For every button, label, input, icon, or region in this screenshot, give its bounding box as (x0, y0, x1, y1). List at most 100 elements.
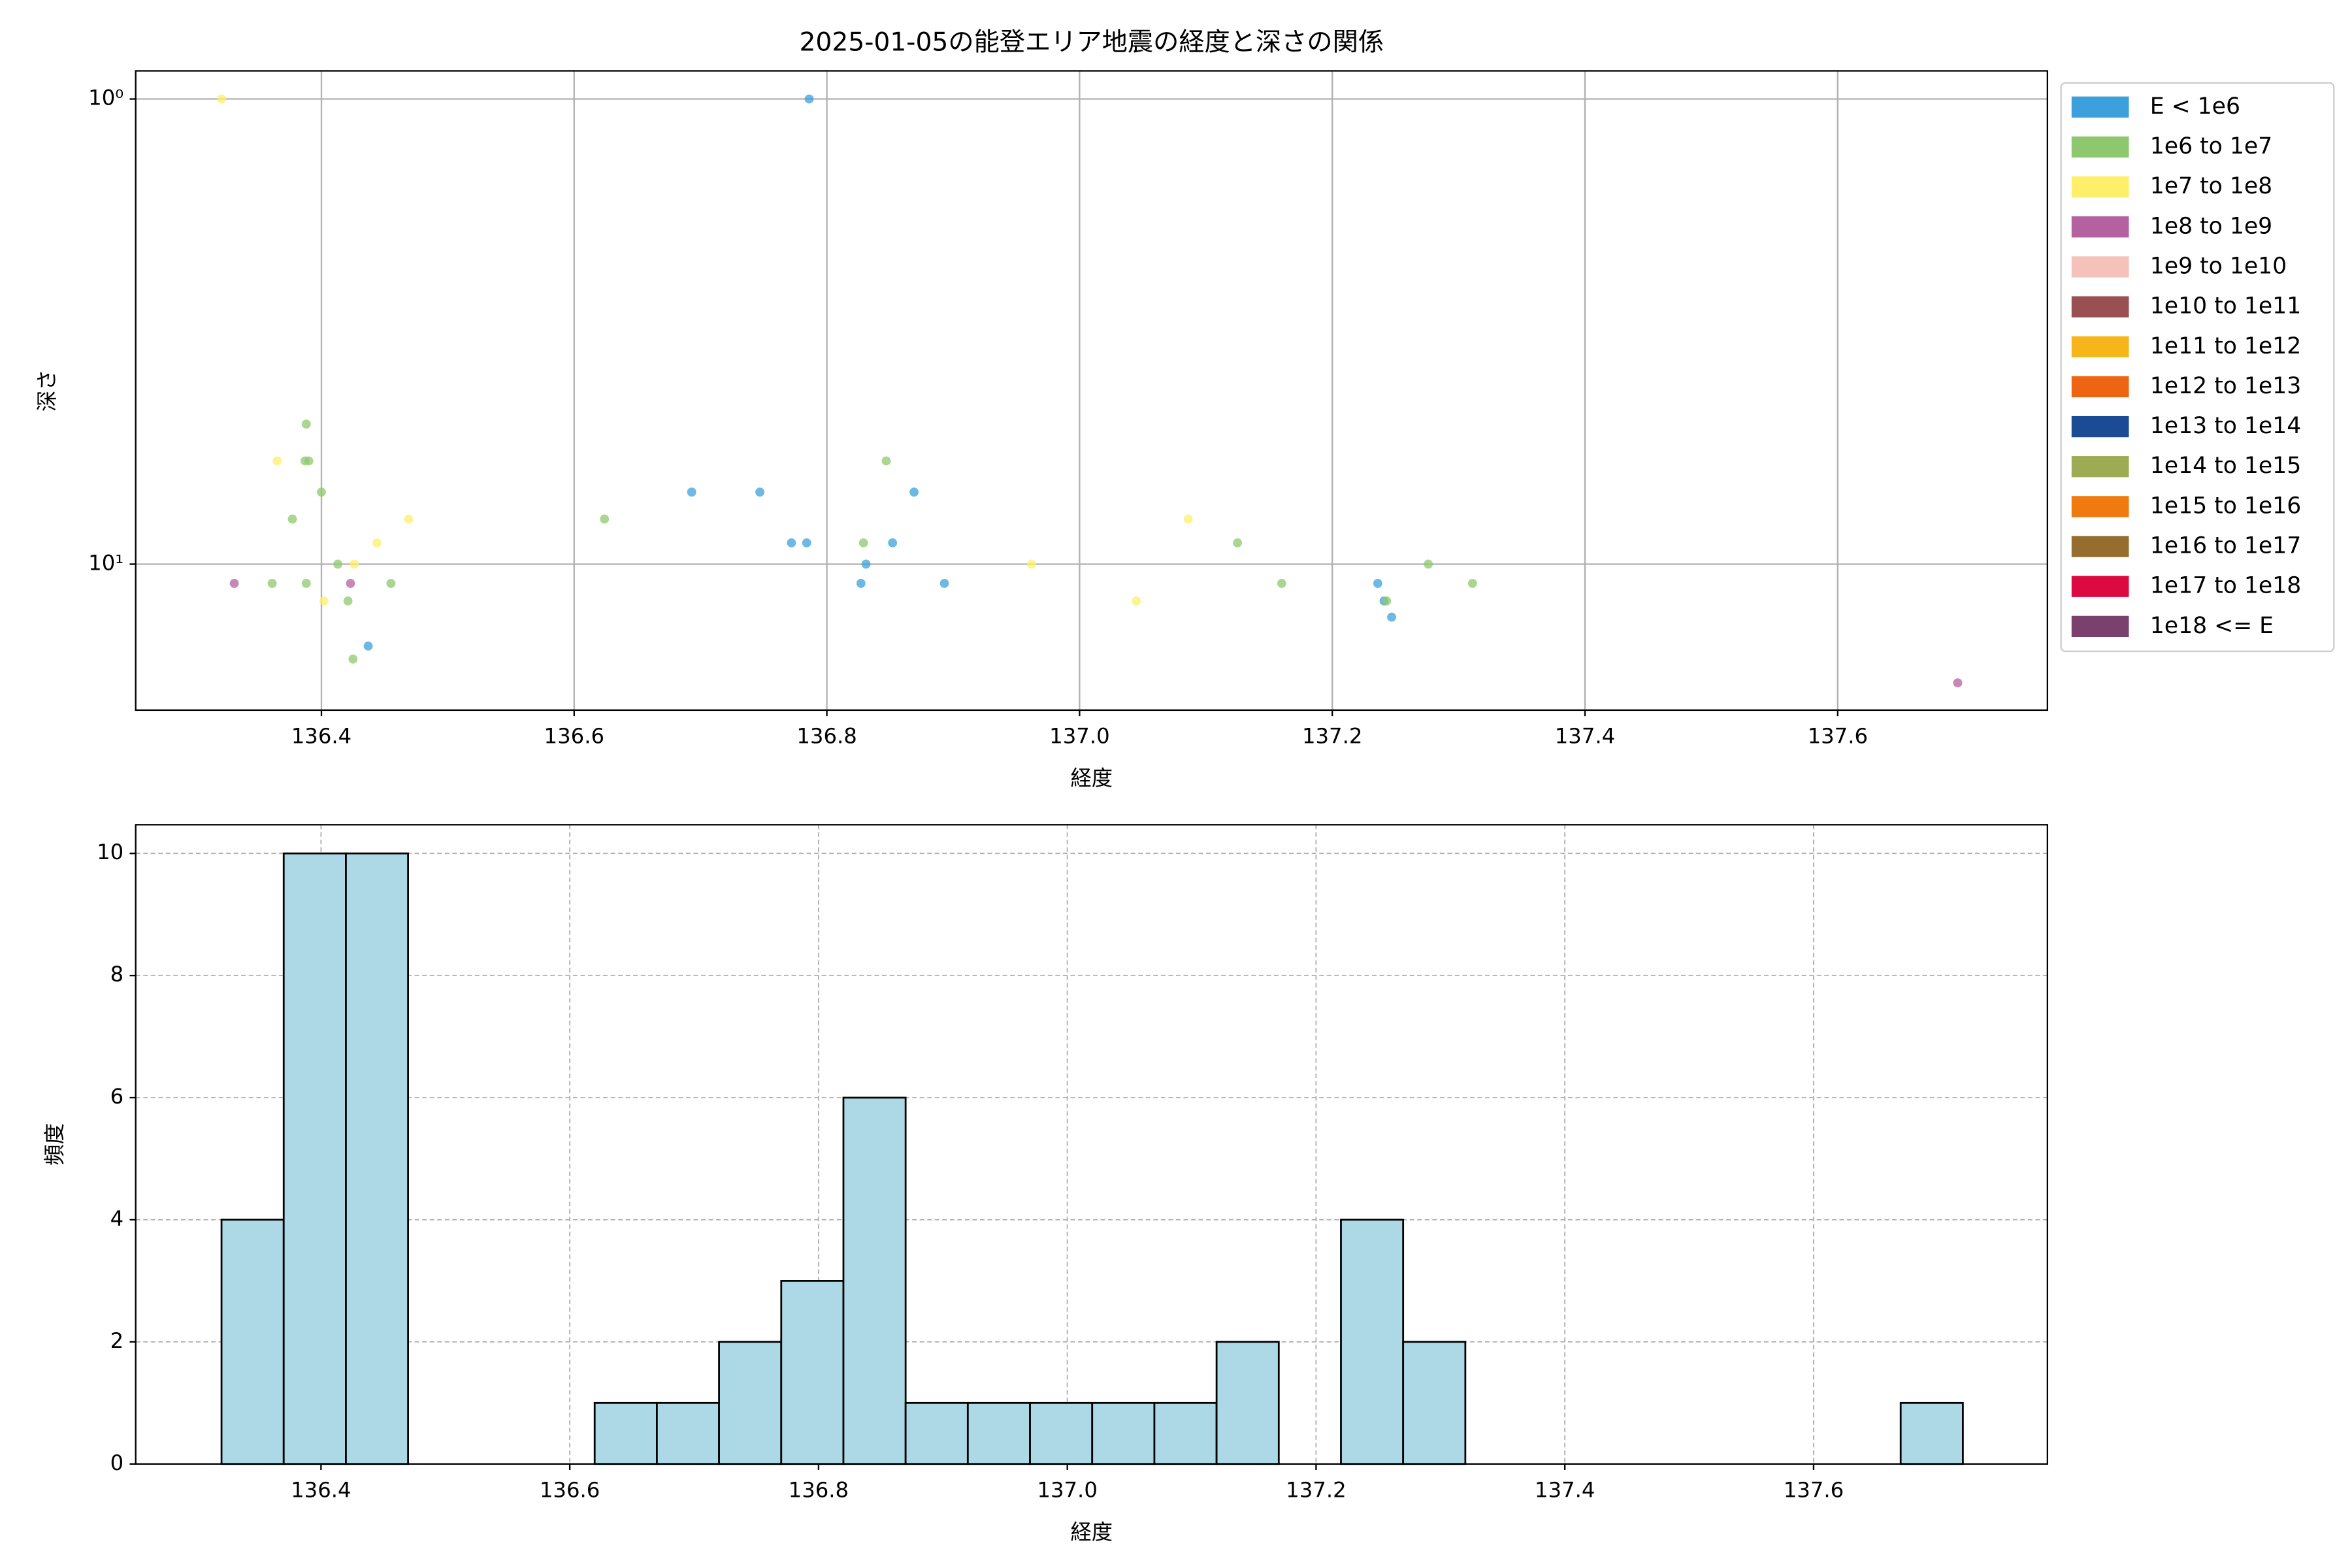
legend-label: 1e7 to 1e8 (2150, 173, 2272, 199)
legend-label: 1e9 to 1e10 (2150, 253, 2287, 279)
x-tick-label: 136.4 (291, 723, 351, 748)
scatter-point (301, 419, 311, 429)
histogram-bar (345, 852, 410, 1465)
histogram-bar (220, 1218, 285, 1465)
scatter-point (1953, 678, 1963, 688)
scatter-point (1132, 596, 1141, 606)
histogram-bar (1402, 1341, 1467, 1465)
scatter-point (372, 538, 382, 547)
scatter-point (304, 456, 314, 466)
scatter-point (1387, 612, 1397, 622)
legend-label: 1e10 to 1e11 (2150, 293, 2301, 319)
x-tick-label: 137.6 (1808, 723, 1868, 748)
y-tick-label: 0 (110, 1450, 124, 1475)
x-tick-label: 136.4 (291, 1477, 351, 1502)
scatter-point (267, 579, 277, 588)
scatter-point (319, 596, 329, 606)
scatter-point (301, 579, 311, 588)
legend-label: 1e13 to 1e14 (2150, 413, 2301, 439)
scatter-point (881, 456, 891, 466)
legend-swatch (2071, 136, 2129, 158)
scatter-point (404, 514, 414, 524)
x-axis-label: 経度 (1070, 766, 1113, 791)
histogram-bar (1215, 1341, 1280, 1465)
scatter-point (909, 487, 919, 497)
x-tick-label: 136.6 (540, 1477, 600, 1502)
scatter-point (272, 456, 282, 466)
scatter-point (229, 579, 239, 588)
legend-swatch (2071, 496, 2129, 517)
histogram-bar (656, 1401, 720, 1465)
histogram-bar (282, 852, 347, 1465)
histogram-bar (1091, 1401, 1156, 1465)
scatter-point (1467, 579, 1477, 588)
x-tick-label: 137.0 (1037, 1477, 1097, 1502)
legend-label: 1e12 to 1e13 (2150, 373, 2301, 399)
scatter-point (1424, 559, 1433, 569)
scatter-point (1233, 538, 1243, 547)
legend-swatch (2071, 96, 2129, 118)
scatter-point (217, 94, 227, 104)
plot-frame (135, 70, 2048, 711)
scatter-point (333, 559, 343, 569)
scatter-point (787, 538, 796, 547)
legend-swatch (2071, 576, 2129, 597)
x-tick-label: 137.4 (1555, 723, 1615, 748)
legend-swatch (2071, 176, 2129, 198)
scatter-point (1382, 596, 1392, 606)
y-tick-label: 2 (110, 1328, 124, 1353)
scatter-point (1373, 579, 1382, 588)
legend-swatch (2071, 336, 2129, 357)
legend-swatch (2071, 376, 2129, 398)
scatter-point (343, 596, 353, 606)
histogram-bar (593, 1401, 658, 1465)
legend-label: 1e8 to 1e9 (2150, 213, 2272, 239)
scatter-point (1026, 559, 1036, 569)
scatter-point (386, 579, 396, 588)
scatter-point (348, 654, 358, 664)
legend-label: 1e11 to 1e12 (2150, 333, 2301, 359)
x-tick-label: 137.2 (1302, 723, 1362, 748)
scatter-point (350, 559, 359, 569)
scatter-point (861, 559, 871, 569)
x-tick-label: 137.0 (1049, 723, 1109, 748)
histogram-bar (1899, 1401, 1964, 1465)
y-axis-label: 深さ (35, 369, 59, 412)
y-tick-label: 10 (97, 840, 123, 864)
x-tick-label: 136.6 (544, 723, 604, 748)
scatter-point (287, 514, 297, 524)
x-axis-label: 経度 (1070, 1520, 1113, 1544)
histogram-bar (1029, 1401, 1094, 1465)
legend-label: 1e17 to 1e18 (2150, 573, 2301, 599)
legend-swatch (2071, 536, 2129, 557)
scatter-point (600, 514, 610, 524)
legend-label: 1e18 <= E (2150, 613, 2274, 639)
y-tick-label: 4 (110, 1206, 124, 1231)
legend-swatch (2071, 615, 2129, 637)
legend-swatch (2071, 296, 2129, 318)
legend-box (2060, 82, 2335, 653)
legend-swatch (2071, 216, 2129, 238)
scatter-point (346, 579, 355, 588)
histogram-bar (842, 1096, 907, 1465)
scatter-point (888, 538, 898, 547)
legend-label: 1e15 to 1e16 (2150, 493, 2301, 519)
legend-label: E < 1e6 (2150, 93, 2240, 120)
x-tick-label: 137.2 (1286, 1477, 1346, 1502)
scatter-point (856, 579, 866, 588)
y-tick-label: 8 (110, 962, 124, 987)
scatter-point (1277, 579, 1286, 588)
y-tick-label: 10¹ (88, 550, 123, 575)
x-tick-label: 137.4 (1535, 1477, 1595, 1502)
y-axis-label: 頻度 (42, 1123, 67, 1166)
legend-label: 1e16 to 1e17 (2150, 533, 2301, 559)
legend-label: 1e6 to 1e7 (2150, 133, 2272, 159)
scatter-point (687, 487, 696, 497)
histogram-bar (718, 1341, 783, 1465)
histogram-bar (1340, 1218, 1405, 1465)
histogram-bar (904, 1401, 969, 1465)
chart-title: 2025-01-05の能登エリア地震の経度と深さの関係 (799, 27, 1384, 57)
scatter-point (755, 487, 765, 497)
legend-swatch (2071, 456, 2129, 478)
